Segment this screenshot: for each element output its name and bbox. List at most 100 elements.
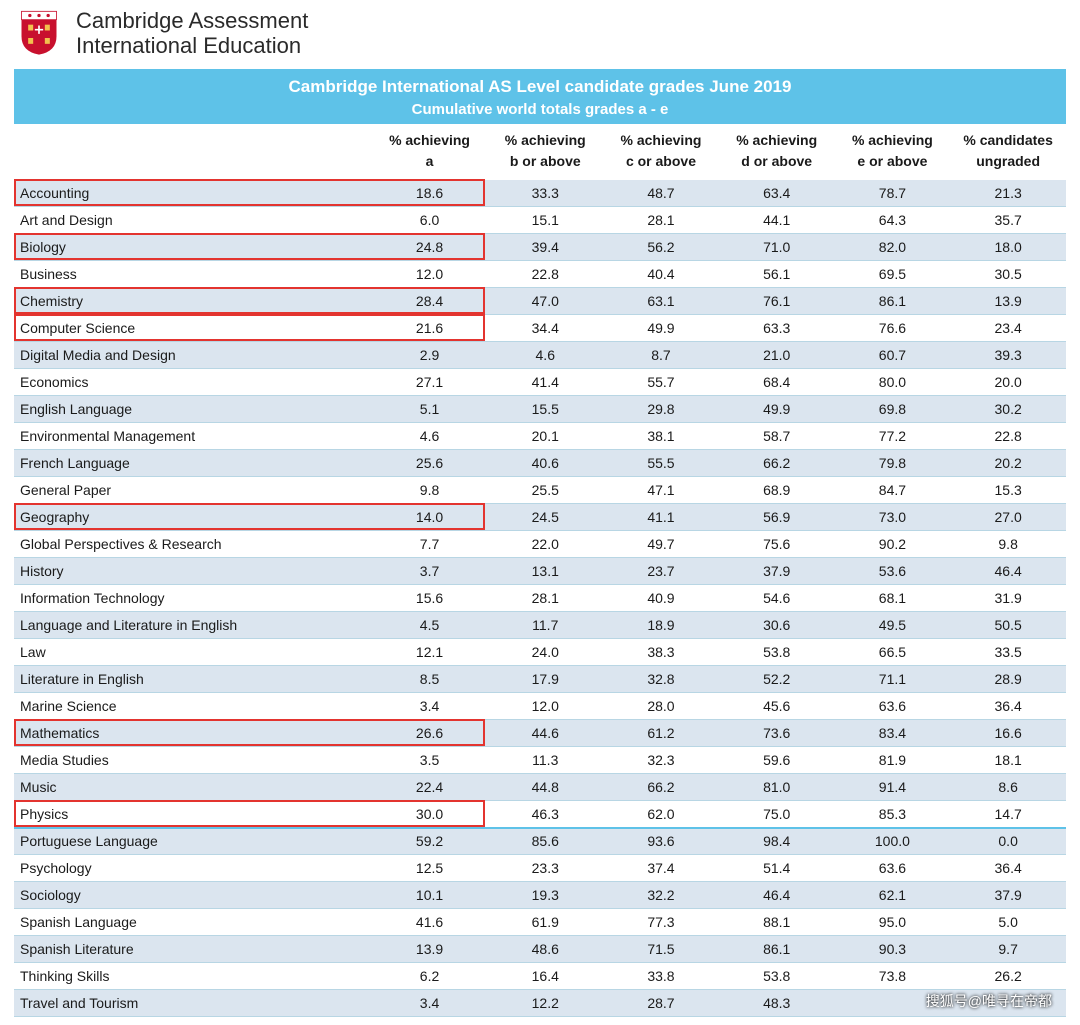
table-row: Art and Design6.015.128.144.164.335.7 xyxy=(14,207,1066,234)
value-cell: 90.2 xyxy=(835,531,951,558)
subject-cell: Travel and Tourism xyxy=(14,990,372,1017)
value-cell: 48.3 xyxy=(719,990,835,1017)
value-cell: 27.1 xyxy=(372,369,488,396)
table-row: Economics27.141.455.768.480.020.0 xyxy=(14,369,1066,396)
value-cell: 11.7 xyxy=(487,612,603,639)
value-cell: 32.3 xyxy=(603,747,719,774)
value-cell: 24.8 xyxy=(372,234,488,261)
value-cell: 50.5 xyxy=(950,612,1066,639)
value-cell: 83.4 xyxy=(835,720,951,747)
value-cell: 16.4 xyxy=(487,963,603,990)
value-cell: 17.9 xyxy=(487,666,603,693)
value-cell: 59.2 xyxy=(372,828,488,855)
value-cell: 28.0 xyxy=(603,693,719,720)
value-cell: 3.5 xyxy=(372,747,488,774)
value-cell: 59.6 xyxy=(719,747,835,774)
value-cell: 52.2 xyxy=(719,666,835,693)
value-cell: 80.0 xyxy=(835,369,951,396)
subject-cell: Literature in English xyxy=(14,666,372,693)
value-cell: 48.7 xyxy=(603,180,719,207)
value-cell: 46.4 xyxy=(719,882,835,909)
subject-cell: Music xyxy=(14,774,372,801)
subject-cell: Information Technology xyxy=(14,585,372,612)
value-cell: 64.3 xyxy=(835,207,951,234)
value-cell: 19.3 xyxy=(487,882,603,909)
table-row: Spanish Language41.661.977.388.195.05.0 xyxy=(14,909,1066,936)
table-row: Thinking Skills6.216.433.853.873.826.2 xyxy=(14,963,1066,990)
subject-cell: General Paper xyxy=(14,477,372,504)
table-row: Biology24.839.456.271.082.018.0 xyxy=(14,234,1066,261)
value-cell xyxy=(950,990,1066,1017)
subject-cell: Digital Media and Design xyxy=(14,342,372,369)
value-cell: 49.7 xyxy=(603,531,719,558)
value-cell: 34.4 xyxy=(487,315,603,342)
value-cell: 69.5 xyxy=(835,261,951,288)
value-cell: 73.0 xyxy=(835,504,951,531)
cambridge-shield-icon xyxy=(14,8,64,58)
table-row: Travel and Tourism3.412.228.748.3 xyxy=(14,990,1066,1017)
value-cell: 3.7 xyxy=(372,558,488,585)
value-cell: 79.8 xyxy=(835,450,951,477)
value-cell: 51.4 xyxy=(719,855,835,882)
subject-cell: English Language xyxy=(14,396,372,423)
column-header: % achievinge or above xyxy=(835,124,951,180)
table-row: Spanish Literature13.948.671.586.190.39.… xyxy=(14,936,1066,963)
table-row: Global Perspectives & Research7.722.049.… xyxy=(14,531,1066,558)
value-cell: 41.6 xyxy=(372,909,488,936)
value-cell: 78.7 xyxy=(835,180,951,207)
table-row: Digital Media and Design2.94.68.721.060.… xyxy=(14,342,1066,369)
banner-subtitle: Cumulative world totals grades a - e xyxy=(14,101,1066,118)
value-cell: 33.5 xyxy=(950,639,1066,666)
value-cell: 37.9 xyxy=(950,882,1066,909)
value-cell: 14.0 xyxy=(372,504,488,531)
value-cell: 26.6 xyxy=(372,720,488,747)
value-cell: 21.3 xyxy=(950,180,1066,207)
brand-line2: International Education xyxy=(76,33,308,58)
value-cell: 6.2 xyxy=(372,963,488,990)
value-cell: 4.6 xyxy=(372,423,488,450)
subject-cell: Mathematics xyxy=(14,720,372,747)
value-cell: 30.2 xyxy=(950,396,1066,423)
value-cell: 13.1 xyxy=(487,558,603,585)
value-cell: 55.7 xyxy=(603,369,719,396)
value-cell: 5.0 xyxy=(950,909,1066,936)
value-cell: 95.0 xyxy=(835,909,951,936)
value-cell: 25.6 xyxy=(372,450,488,477)
value-cell: 73.8 xyxy=(835,963,951,990)
value-cell: 20.2 xyxy=(950,450,1066,477)
value-cell: 82.0 xyxy=(835,234,951,261)
subject-cell: Physics xyxy=(14,801,372,828)
table-header: % achievinga% achievingb or above% achie… xyxy=(14,124,1066,180)
table-row: Chemistry28.447.063.176.186.113.9 xyxy=(14,288,1066,315)
value-cell: 23.4 xyxy=(950,315,1066,342)
value-cell: 37.4 xyxy=(603,855,719,882)
table-row: Sociology10.119.332.246.462.137.9 xyxy=(14,882,1066,909)
value-cell: 86.1 xyxy=(719,936,835,963)
value-cell: 81.0 xyxy=(719,774,835,801)
grades-table: % achievinga% achievingb or above% achie… xyxy=(14,124,1066,1018)
value-cell: 22.8 xyxy=(950,423,1066,450)
subject-cell: Spanish Language xyxy=(14,909,372,936)
brand-line1: Cambridge Assessment xyxy=(76,8,308,33)
value-cell: 29.8 xyxy=(603,396,719,423)
value-cell: 12.1 xyxy=(372,639,488,666)
table-row: Media Studies3.511.332.359.681.918.1 xyxy=(14,747,1066,774)
value-cell: 56.2 xyxy=(603,234,719,261)
value-cell: 76.1 xyxy=(719,288,835,315)
value-cell: 69.8 xyxy=(835,396,951,423)
subject-cell: Global Perspectives & Research xyxy=(14,531,372,558)
value-cell: 49.5 xyxy=(835,612,951,639)
value-cell: 21.0 xyxy=(719,342,835,369)
table-row: Business12.022.840.456.169.530.5 xyxy=(14,261,1066,288)
value-cell: 68.1 xyxy=(835,585,951,612)
value-cell: 12.0 xyxy=(372,261,488,288)
subject-cell: Environmental Management xyxy=(14,423,372,450)
value-cell: 37.9 xyxy=(719,558,835,585)
value-cell: 66.2 xyxy=(719,450,835,477)
subject-cell: Portuguese Language xyxy=(14,828,372,855)
value-cell: 84.7 xyxy=(835,477,951,504)
subject-cell: History xyxy=(14,558,372,585)
table-row: Information Technology15.628.140.954.668… xyxy=(14,585,1066,612)
table-row: Language and Literature in English4.511.… xyxy=(14,612,1066,639)
value-cell: 28.4 xyxy=(372,288,488,315)
